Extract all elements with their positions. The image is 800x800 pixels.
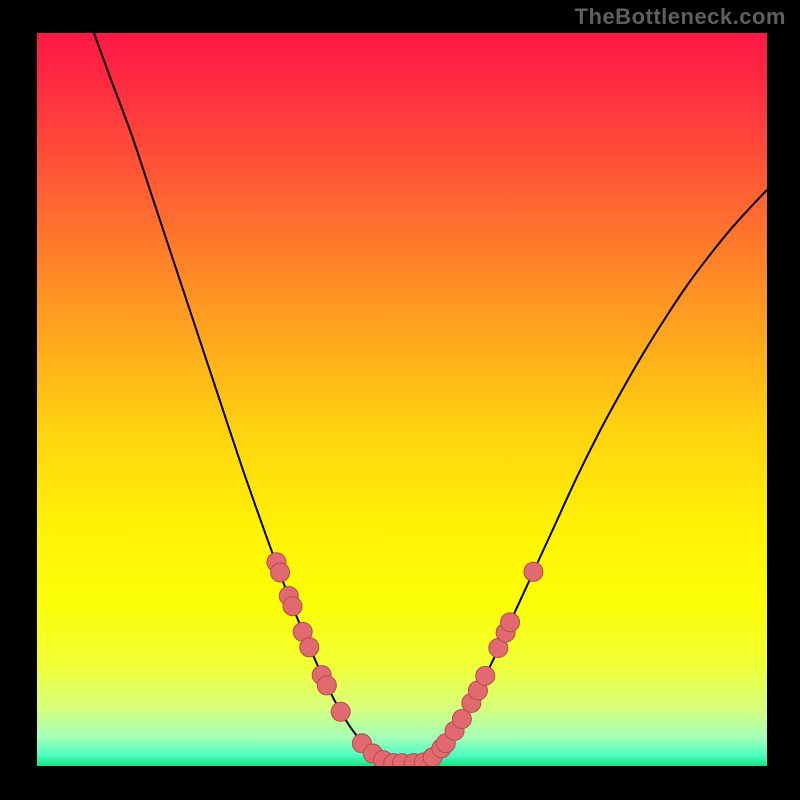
data-marker (317, 676, 336, 695)
data-marker (501, 613, 520, 632)
data-marker (524, 562, 543, 581)
chart-container: TheBottleneck.com (0, 0, 800, 800)
data-marker (331, 702, 350, 721)
data-marker (283, 597, 302, 616)
plot-area (37, 33, 767, 766)
data-marker (300, 638, 319, 657)
data-marker (271, 563, 290, 582)
watermark-text: TheBottleneck.com (575, 4, 786, 30)
data-marker (476, 666, 495, 685)
gradient-background (37, 33, 767, 766)
plot-svg (37, 33, 767, 766)
